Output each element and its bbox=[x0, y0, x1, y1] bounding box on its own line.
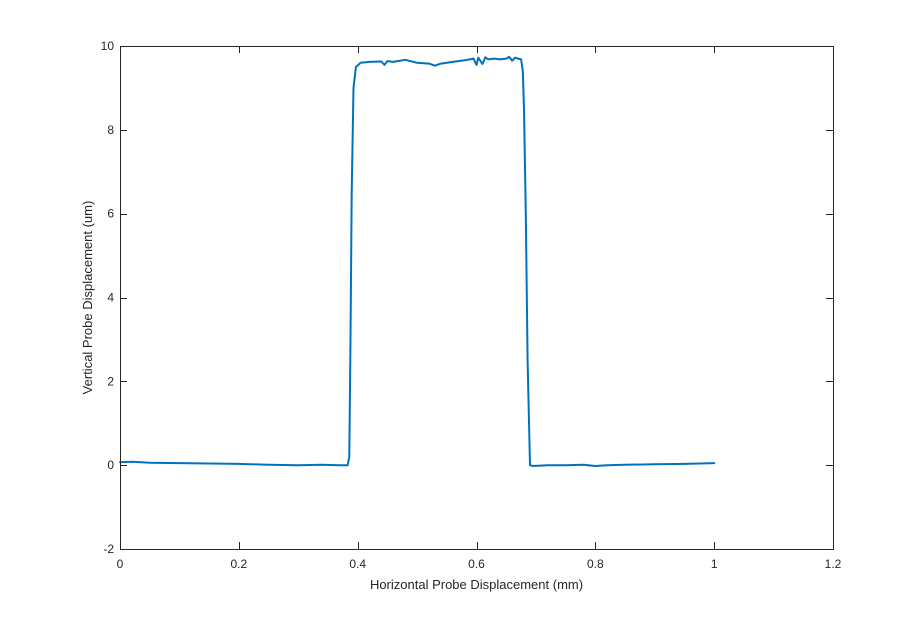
y-tick-label: 6 bbox=[107, 207, 114, 221]
x-tick-label: 0.2 bbox=[230, 557, 247, 571]
y-tick-label: 4 bbox=[107, 291, 114, 305]
y-tick-label: -2 bbox=[103, 542, 114, 556]
x-tick-label: 1.2 bbox=[825, 557, 842, 571]
y-axis-label: Vertical Probe Displacement (um) bbox=[80, 201, 95, 395]
x-tick-label: 0 bbox=[117, 557, 124, 571]
x-axis-label: Horizontal Probe Displacement (mm) bbox=[370, 577, 583, 592]
plot-area bbox=[120, 46, 833, 549]
x-tick-label: 0.6 bbox=[468, 557, 485, 571]
x-tick-label: 0.4 bbox=[349, 557, 366, 571]
axes-box bbox=[120, 46, 834, 550]
y-tick-label: 8 bbox=[107, 123, 114, 137]
y-tick-label: 0 bbox=[107, 458, 114, 472]
x-tick-label: 1 bbox=[711, 557, 718, 571]
series-layer bbox=[119, 55, 716, 467]
y-tick-label: 2 bbox=[107, 374, 114, 388]
y-tick-label: 10 bbox=[101, 39, 115, 53]
series-line-profile bbox=[119, 55, 716, 467]
x-tick-label: 0.8 bbox=[587, 557, 604, 571]
